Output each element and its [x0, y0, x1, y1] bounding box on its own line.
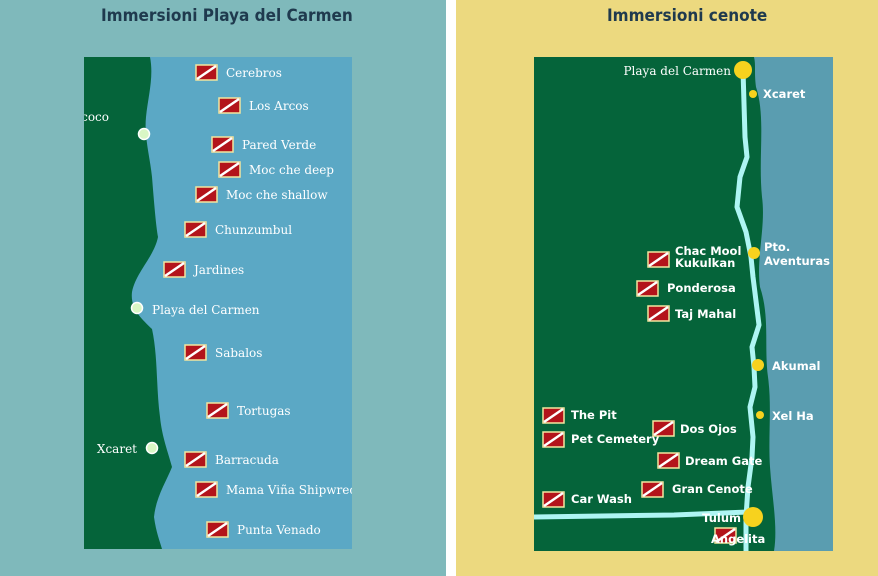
town-dot-icon: [749, 90, 757, 98]
dive-site-label: Los Arcos: [249, 99, 309, 113]
town-label: Pto.: [764, 240, 790, 254]
land-area: [84, 57, 172, 549]
cenote-label: Ponderosa: [667, 281, 736, 295]
cenote-label: The Pit: [571, 408, 617, 422]
town-label: Xcaret: [97, 442, 137, 456]
dive-site-label: Chunzumbul: [215, 223, 292, 237]
dive-flag-icon: [206, 521, 229, 538]
town-dot-icon: [130, 301, 144, 315]
dive-flag-icon: [218, 97, 241, 114]
dive-site-label: Moc che shallow: [226, 188, 328, 202]
cenote-label: Angelita: [711, 532, 765, 546]
town-dot-icon: [752, 359, 764, 371]
town-label: Playa del Carmen: [623, 64, 731, 78]
tulum-coba-road: [534, 509, 749, 520]
sea-area: [754, 57, 833, 551]
cenote-label: Kukulkan: [675, 256, 735, 270]
dive-flag-icon: [218, 161, 241, 178]
cenote-map-panel: Immersioni cenote Playa del Carmen Xcaret…: [456, 0, 878, 576]
dive-flag-icon: [542, 431, 565, 448]
town-label: Playa del Carmen: [152, 303, 260, 317]
cenote-label: Chac Mool: [675, 244, 741, 258]
dive-map-panel: Immersioni Playa del Carmen Xcalacoco Pla…: [0, 0, 446, 576]
dive-site-label: Pared Verde: [242, 138, 316, 152]
town-label: Aventuras: [764, 254, 830, 268]
town-dot-icon: [748, 247, 760, 259]
dive-flag-icon: [641, 481, 664, 498]
dive-site-label: Moc che deep: [249, 163, 334, 177]
dive-map: Xcalacoco Playa del Carmen Xcaret Cerebros…: [84, 57, 352, 549]
dive-flag-icon: [195, 186, 218, 203]
town-dot-icon: [756, 411, 764, 419]
town-label: Xel Ha: [772, 409, 814, 423]
town-dot-icon: [743, 507, 763, 527]
town-dot-icon: [137, 127, 151, 141]
town-label: Akumal: [772, 359, 820, 373]
cenote-label: Taj Mahal: [675, 307, 736, 321]
dive-flag-icon: [211, 136, 234, 153]
cenote-label: Dream Gate: [685, 454, 762, 468]
cenote-label: Pet Cemetery: [571, 432, 660, 446]
dive-flag-icon: [652, 420, 675, 437]
dive-flag-icon: [657, 452, 680, 469]
dive-site-label: Mama Viña Shipwreck: [226, 483, 352, 497]
town-label: Xcalacoco: [84, 110, 109, 124]
cenote-label: Dos Ojos: [680, 422, 737, 436]
dive-flag-icon: [647, 305, 670, 322]
dive-site-label: Jardines: [192, 263, 244, 277]
town-label: Xcaret: [763, 87, 806, 101]
dive-site-label: Sabalos: [215, 346, 262, 360]
cenote-label: Car Wash: [571, 492, 632, 506]
dive-flag-icon: [542, 491, 565, 508]
dive-flag-icon: [647, 251, 670, 268]
dive-flag-icon: [206, 402, 229, 419]
dive-flag-icon: [184, 221, 207, 238]
cenote-map-title: Immersioni cenote: [607, 6, 768, 26]
dive-flag-icon: [163, 261, 186, 278]
cenote-label: Gran Cenote: [672, 482, 753, 496]
dive-flag-icon: [195, 481, 218, 498]
dive-flag-icon: [195, 64, 218, 81]
cenote-map: Playa del Carmen Xcaret Pto.Aventuras Akuma…: [534, 57, 833, 551]
dive-site-label: Punta Venado: [237, 523, 321, 537]
town-label: Tulum: [702, 511, 741, 525]
panel-divider: [446, 0, 456, 576]
town-dot-icon: [145, 441, 159, 455]
dive-site-label: Barracuda: [215, 453, 279, 467]
dive-map-title: Immersioni Playa del Carmen: [101, 6, 353, 26]
dive-flag-icon: [184, 451, 207, 468]
town-dot-icon: [734, 61, 752, 79]
dive-flag-icon: [184, 344, 207, 361]
coastal-highway: [734, 69, 762, 551]
dive-site-label: Tortugas: [237, 404, 291, 418]
dive-flag-icon: [636, 280, 659, 297]
dive-flag-icon: [542, 407, 565, 424]
dive-site-label: Cerebros: [226, 66, 282, 80]
dive-flag-icon: [714, 527, 737, 544]
